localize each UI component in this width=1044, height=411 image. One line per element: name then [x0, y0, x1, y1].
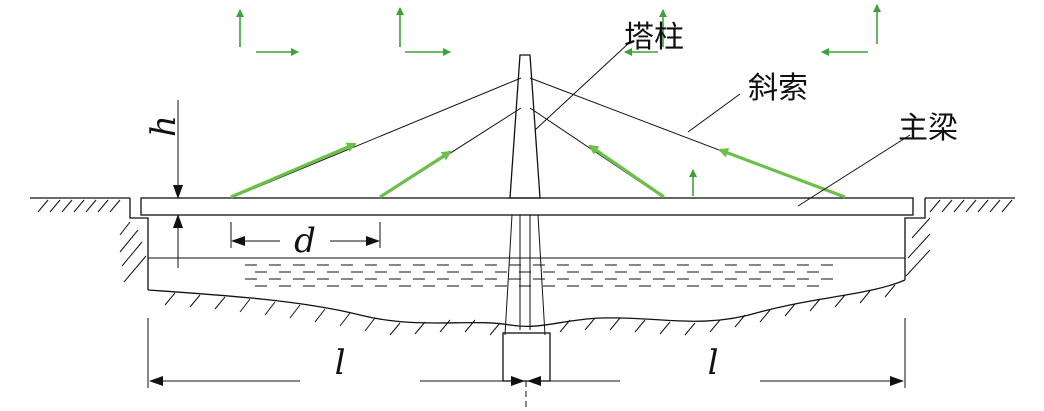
label-spacing-d: d [294, 221, 316, 261]
label-cable: 斜索 [748, 71, 808, 106]
force-arrow-1 [230, 142, 357, 199]
force-arrow-3 [588, 144, 665, 199]
dimension-spans [147, 318, 906, 388]
right-abutment [904, 198, 931, 280]
tower [502, 54, 551, 411]
leader-girder [797, 134, 911, 207]
axis-glyph-3 [624, 9, 667, 56]
label-span-right: l [708, 343, 719, 383]
label-tower: 塔柱 [624, 20, 684, 55]
river-bed [147, 279, 906, 336]
label-girder: 主梁 [898, 111, 958, 146]
axis-glyph-4 [821, 4, 881, 56]
main-girder [140, 197, 914, 216]
dimension-d [230, 222, 381, 248]
axis-glyph-1 [236, 9, 299, 56]
label-span-left: l [335, 343, 346, 383]
axis-glyph-2 [396, 7, 451, 56]
force-arrow-2 [379, 150, 452, 199]
leader-tower [534, 41, 631, 131]
ground-left [30, 197, 130, 213]
pier-foundation [502, 332, 551, 382]
force-arrow-4 [718, 148, 846, 199]
ground-right [925, 197, 1015, 213]
left-abutment [119, 198, 149, 290]
leader-lines [534, 41, 911, 207]
leader-cable [687, 93, 741, 133]
label-clearance-h: h [144, 115, 184, 137]
water-surface [148, 257, 905, 287]
